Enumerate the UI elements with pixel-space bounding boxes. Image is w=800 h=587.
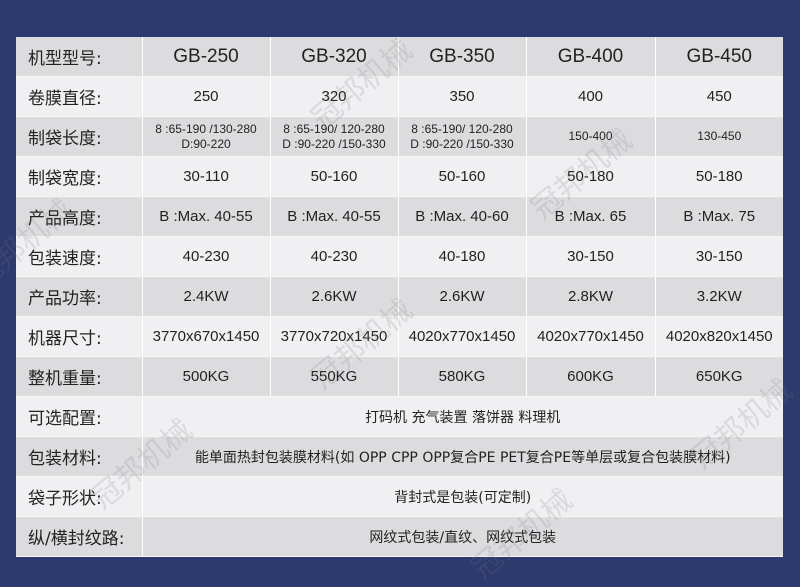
spec-cell: 50-180 bbox=[655, 156, 783, 197]
spec-cell: 3770x720x1450 bbox=[270, 316, 399, 357]
spec-cell: 30-110 bbox=[142, 156, 271, 197]
spec-row: 卷膜直径: 250 320 350 400 450 bbox=[16, 76, 783, 117]
spec-row: 袋子形状: 背封式是包装(可定制) bbox=[16, 476, 783, 517]
spec-line: D:90-220 bbox=[181, 136, 231, 151]
spec-line: D :90-220 /150-330 bbox=[410, 136, 514, 151]
row-label: 包装材料: bbox=[16, 436, 143, 477]
spec-cell: 500KG bbox=[142, 356, 271, 397]
spec-cell: B :Max. 40-55 bbox=[270, 196, 399, 237]
spec-cell: 3.2KW bbox=[655, 276, 783, 317]
spec-cell: 650KG bbox=[655, 356, 783, 397]
spec-table: 机型型号: GB-250 GB-320 GB-350 GB-400 GB-450… bbox=[16, 37, 783, 557]
spec-cell: 400 bbox=[526, 76, 656, 117]
row-label: 机型型号: bbox=[16, 37, 143, 77]
spec-cell: 580KG bbox=[398, 356, 527, 397]
row-label: 卷膜直径: bbox=[16, 76, 143, 117]
model-name: GB-450 bbox=[655, 37, 783, 77]
spec-row: 产品高度: B :Max. 40-55 B :Max. 40-55 B :Max. 4… bbox=[16, 196, 783, 237]
spec-row: 整机重量: 500KG 550KG 580KG 600KG 650KG bbox=[16, 356, 783, 397]
spec-cell: 50-160 bbox=[398, 156, 527, 197]
spec-cell: B :Max. 40-55 bbox=[142, 196, 271, 237]
spec-row: 纵/横封纹路: 网纹式包装/直纹、网纹式包装 bbox=[16, 516, 783, 557]
spec-line: 8 :65-190 /130-280 bbox=[155, 121, 257, 136]
spec-cell: 2.8KW bbox=[526, 276, 656, 317]
row-label: 整机重量: bbox=[16, 356, 143, 397]
spec-cell: 3770x670x1450 bbox=[142, 316, 271, 357]
spec-row: 包装速度: 40-230 40-230 40-180 30-150 30-150 bbox=[16, 236, 783, 277]
spec-cell: 550KG bbox=[270, 356, 399, 397]
row-label: 产品功率: bbox=[16, 276, 143, 317]
spec-cell: 450 bbox=[655, 76, 783, 117]
spec-cell: 50-160 bbox=[270, 156, 399, 197]
spec-line: 130-450 bbox=[697, 129, 742, 143]
row-label: 包装速度: bbox=[16, 236, 143, 277]
header-row: 机型型号: GB-250 GB-320 GB-350 GB-400 GB-450 bbox=[16, 37, 783, 77]
spec-cell: 网纹式包装/直纹、网纹式包装 bbox=[142, 516, 783, 557]
model-name: GB-400 bbox=[526, 37, 656, 77]
spec-cell: 250 bbox=[142, 76, 271, 117]
spec-line: 8 :65-190/ 120-280 bbox=[411, 121, 513, 136]
spec-cell: 背封式是包装(可定制) bbox=[142, 476, 783, 517]
spec-cell: B :Max. 40-60 bbox=[398, 196, 527, 237]
row-label: 制袋长度: bbox=[16, 116, 143, 157]
spec-cell: 2.6KW bbox=[270, 276, 399, 317]
spec-row: 制袋宽度: 30-110 50-160 50-160 50-180 50-180 bbox=[16, 156, 783, 197]
row-label: 机器尺寸: bbox=[16, 316, 143, 357]
row-label: 袋子形状: bbox=[16, 476, 143, 517]
spec-cell: 8 :65-190 /130-280 D:90-220 bbox=[142, 116, 271, 157]
spec-cell: 8 :65-190/ 120-280 D :90-220 /150-330 bbox=[398, 116, 527, 157]
spec-cell: 40-230 bbox=[270, 236, 399, 277]
spec-cell: 130-450 bbox=[655, 116, 783, 157]
spec-line: D :90-220 /150-330 bbox=[282, 136, 386, 151]
row-label: 可选配置: bbox=[16, 396, 143, 437]
spec-cell: 40-180 bbox=[398, 236, 527, 277]
spec-cell: 30-150 bbox=[526, 236, 656, 277]
spec-cell: 能单面热封包装膜材料(如 OPP CPP OPP复合PE PET复合PE等单层或… bbox=[142, 436, 783, 477]
row-label: 纵/横封纹路: bbox=[16, 516, 143, 557]
model-name: GB-320 bbox=[270, 37, 399, 77]
spec-cell: 2.6KW bbox=[398, 276, 527, 317]
spec-row: 产品功率: 2.4KW 2.6KW 2.6KW 2.8KW 3.2KW bbox=[16, 276, 783, 317]
spec-cell: 150-400 bbox=[526, 116, 656, 157]
spec-cell: 打码机 充气装置 落饼器 料理机 bbox=[142, 396, 783, 437]
spec-cell: 50-180 bbox=[526, 156, 656, 197]
spec-cell: 2.4KW bbox=[142, 276, 271, 317]
spec-line: 8 :65-190/ 120-280 bbox=[283, 121, 385, 136]
model-name: GB-350 bbox=[398, 37, 527, 77]
spec-cell: 4020x770x1450 bbox=[526, 316, 656, 357]
spec-row: 机器尺寸: 3770x670x1450 3770x720x1450 4020x770x… bbox=[16, 316, 783, 357]
spec-cell: B :Max. 65 bbox=[526, 196, 656, 237]
spec-cell: 600KG bbox=[526, 356, 656, 397]
row-label: 制袋宽度: bbox=[16, 156, 143, 197]
spec-cell: 40-230 bbox=[142, 236, 271, 277]
spec-cell: 350 bbox=[398, 76, 527, 117]
spec-cell: 4020x770x1450 bbox=[398, 316, 527, 357]
spec-row: 制袋长度: 8 :65-190 /130-280 D:90-220 8 :65-190… bbox=[16, 116, 783, 157]
row-label: 产品高度: bbox=[16, 196, 143, 237]
spec-cell: 8 :65-190/ 120-280 D :90-220 /150-330 bbox=[270, 116, 399, 157]
spec-row: 可选配置: 打码机 充气装置 落饼器 料理机 bbox=[16, 396, 783, 437]
spec-row: 包装材料: 能单面热封包装膜材料(如 OPP CPP OPP复合PE PET复合P… bbox=[16, 436, 783, 477]
spec-cell: B :Max. 75 bbox=[655, 196, 783, 237]
spec-cell: 30-150 bbox=[655, 236, 783, 277]
spec-line: 150-400 bbox=[568, 129, 613, 143]
spec-cell: 320 bbox=[270, 76, 399, 117]
model-name: GB-250 bbox=[142, 37, 271, 77]
spec-cell: 4020x820x1450 bbox=[655, 316, 783, 357]
